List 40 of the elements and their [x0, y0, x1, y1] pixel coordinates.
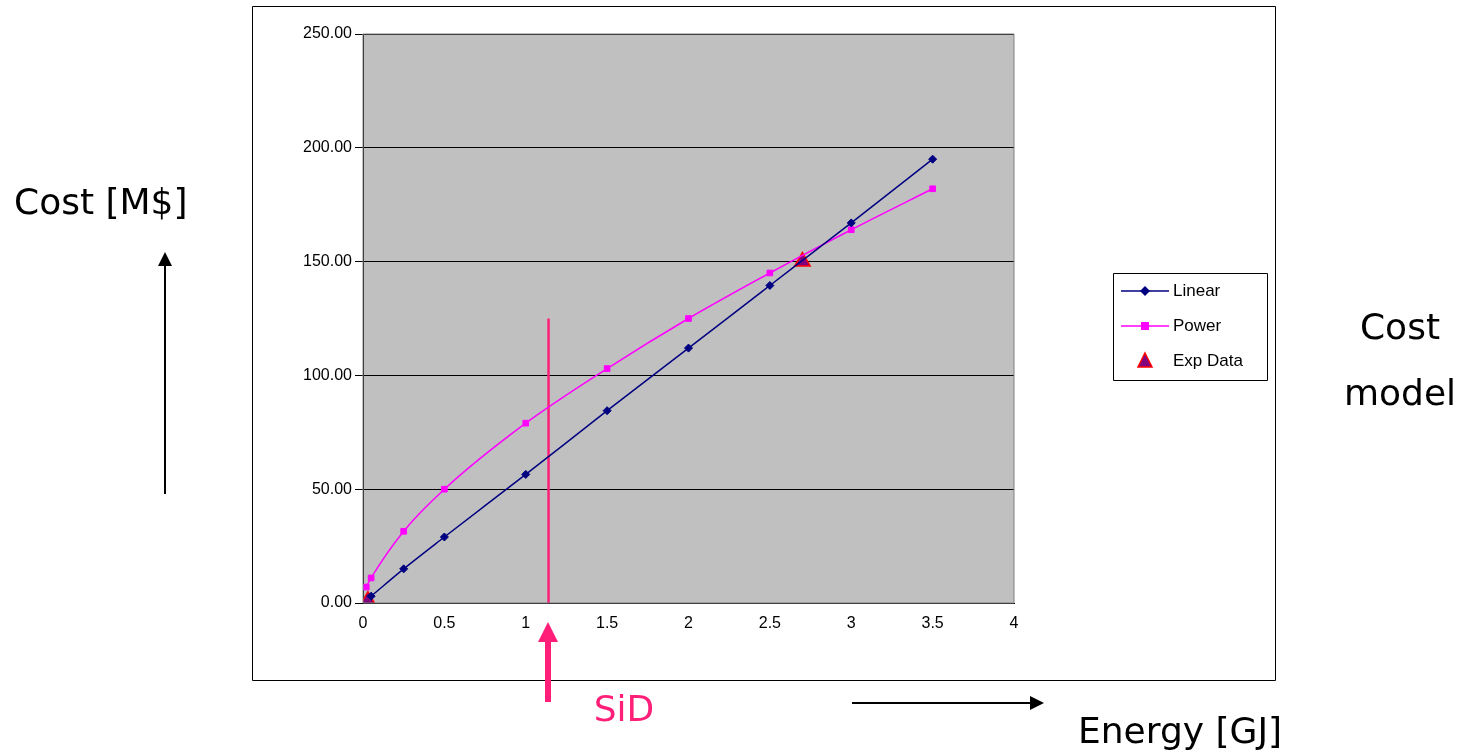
point [765, 281, 775, 290]
point [522, 419, 530, 427]
y-tick-label: 250.00 [303, 24, 353, 42]
point [367, 574, 375, 582]
text: Cost model [1343, 306, 1457, 414]
point [846, 218, 856, 228]
y-tick-label: 50.00 [311, 479, 353, 497]
legend-label: Power [1173, 315, 1222, 335]
point [603, 365, 611, 372]
point [399, 564, 409, 574]
point [400, 527, 408, 535]
point [766, 269, 774, 277]
x-tick-label: 2 [684, 614, 694, 632]
y-tick-label: 150.00 [303, 252, 353, 270]
point [684, 343, 693, 353]
legend-label: Linear [1173, 280, 1221, 300]
x-tick-label: 3 [846, 614, 856, 632]
x-tick-label: 0.5 [433, 614, 456, 632]
legend-label: Exp Data [1173, 350, 1244, 370]
y-tick-label: 100.00 [303, 365, 353, 383]
y-tick-label: 200.00 [303, 138, 353, 156]
point [602, 406, 612, 416]
x-tick-label: 0 [358, 614, 368, 632]
x-tick-label: 2.5 [758, 614, 782, 632]
x-tick-label: 3.5 [921, 614, 944, 632]
x-tick-label: 1.5 [596, 614, 619, 632]
point [441, 485, 448, 493]
x-tick-label: 1 [521, 614, 531, 632]
point [847, 226, 855, 234]
point [363, 583, 370, 591]
x-axis-title: Energy [GJ] [1078, 710, 1283, 752]
y-axis-title: Cost [M$] [14, 181, 188, 223]
y-tick-label: 0.00 [320, 593, 353, 611]
x-tick-label: 4 [1009, 614, 1019, 632]
point [928, 154, 938, 164]
point [521, 469, 531, 479]
point [929, 185, 936, 193]
point [685, 315, 692, 322]
point [439, 532, 449, 542]
text: SiD [593, 688, 655, 730]
